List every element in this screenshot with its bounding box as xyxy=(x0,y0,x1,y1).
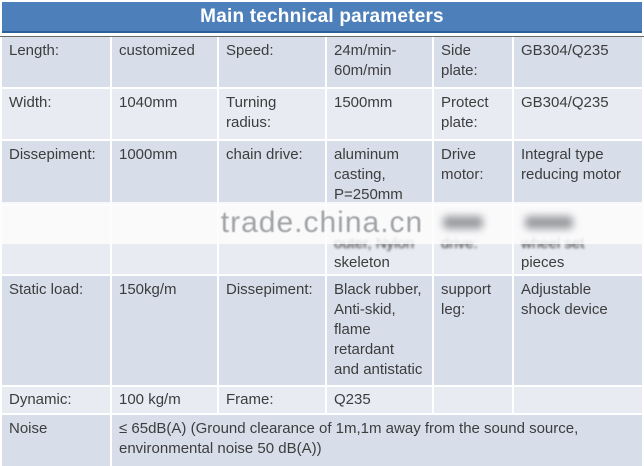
watermark-text: trade.china.cn xyxy=(220,206,424,239)
param-label: Speed: xyxy=(219,37,325,87)
param-value: 24m/min- 60m/min xyxy=(327,37,432,87)
table-row-noise: Noise ≤ 65dB(A) (Ground clearance of 1m,… xyxy=(2,415,642,466)
param-label: Length: xyxy=(2,37,110,87)
param-label: Noise xyxy=(2,415,110,466)
watermark-band: trade.china.cn xyxy=(0,202,644,244)
table-row-static-load: Static load: 150kg/m Dissepiment: Black … xyxy=(2,276,642,385)
param-value: 1040mm xyxy=(112,89,217,139)
parameters-table: Length: customized Speed: 24m/min- 60m/m… xyxy=(0,36,644,466)
param-label: Protect plate: xyxy=(434,89,512,139)
param-label: Dissepiment: xyxy=(219,276,325,385)
param-label: Turning radius: xyxy=(219,89,325,139)
param-value: Integral type reducing motor xyxy=(514,141,642,204)
table-row-width: Width: 1040mm Turning radius: 1500mm Pro… xyxy=(2,89,642,139)
table-row-length: Length: customized Speed: 24m/min- 60m/m… xyxy=(2,37,642,87)
table-row-dynamic: Dynamic: 100 kg/m Frame: Q235 xyxy=(2,387,642,413)
param-value: ≤ 65dB(A) (Ground clearance of 1m,1m awa… xyxy=(112,415,642,466)
table-row-dissepiment: Dissepiment: 1000mm chain drive: aluminu… xyxy=(2,141,642,204)
param-value: Black rubber, Anti-skid, flame retardant… xyxy=(327,276,432,385)
param-value: customized xyxy=(112,37,217,87)
param-value xyxy=(514,387,642,413)
blur-smudge xyxy=(525,216,573,229)
param-value: 100 kg/m xyxy=(112,387,217,413)
param-value: 1500mm xyxy=(327,89,432,139)
param-label: Frame: xyxy=(219,387,325,413)
param-value: Adjustable shock device xyxy=(514,276,642,385)
param-label: Dynamic: xyxy=(2,387,110,413)
param-value: 150kg/m xyxy=(112,276,217,385)
param-value: aluminum casting, P=250mm xyxy=(327,141,432,204)
param-label: Drive motor: xyxy=(434,141,512,204)
param-value: Q235 xyxy=(327,387,432,413)
param-label xyxy=(434,387,512,413)
param-value-text: skeleton xyxy=(334,254,390,271)
table-title: Main technical parameters xyxy=(2,2,642,33)
param-label: Dissepiment: xyxy=(2,141,110,204)
param-label: support leg: xyxy=(434,276,512,385)
param-label: Side plate: xyxy=(434,37,512,87)
param-label: Width: xyxy=(2,89,110,139)
param-value: 1000mm xyxy=(112,141,217,204)
blur-smudge xyxy=(443,216,483,229)
param-value-text: pieces xyxy=(521,254,565,271)
param-value: GB304/Q235 xyxy=(514,89,642,139)
param-label: chain drive: xyxy=(219,141,325,204)
param-label: Static load: xyxy=(2,276,110,385)
param-value: GB304/Q235 xyxy=(514,37,642,87)
